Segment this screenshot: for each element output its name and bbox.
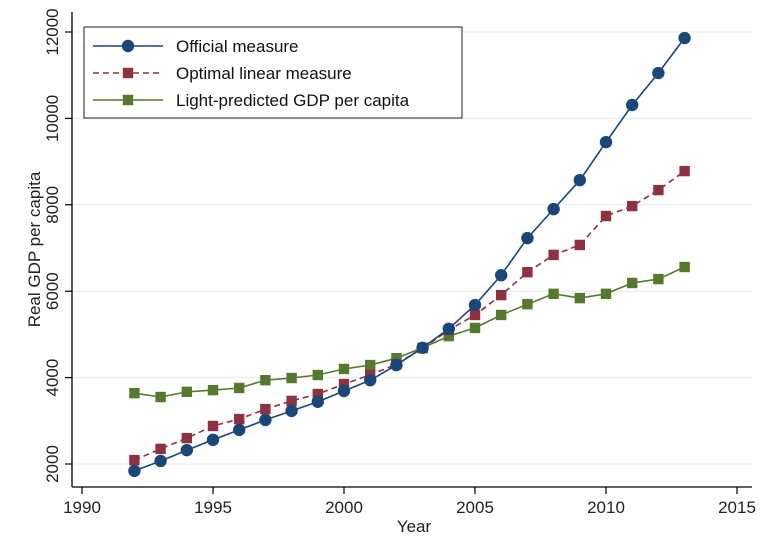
data-point: [180, 443, 193, 457]
data-point: [496, 289, 507, 301]
data-point: [338, 363, 350, 375]
x-tick-label: 2005: [456, 498, 494, 517]
data-point: [181, 432, 192, 444]
data-point: [653, 184, 664, 196]
data-point: [260, 403, 271, 415]
data-point: [443, 330, 454, 342]
legend-label: Optimal linear measure: [176, 64, 352, 83]
data-point: [495, 269, 508, 282]
data-point: [416, 341, 429, 354]
data-point: [679, 261, 690, 273]
data-point: [547, 202, 560, 216]
x-tick-label: 1990: [63, 498, 101, 517]
y-tick-label: 6000: [43, 272, 62, 310]
data-point: [468, 298, 482, 312]
y-tick-label: 4000: [43, 359, 62, 397]
series-2: [129, 261, 690, 403]
data-point: [234, 382, 245, 394]
data-point: [600, 288, 612, 299]
series-line: [134, 37, 686, 472]
legend-marker: [121, 39, 135, 53]
data-point: [286, 395, 297, 407]
data-point: [155, 443, 166, 455]
x-tick-label: 2010: [587, 498, 625, 517]
series-line: [134, 266, 685, 398]
data-point: [311, 395, 324, 408]
data-point: [234, 413, 245, 425]
series-0: [128, 31, 691, 478]
data-point: [365, 359, 376, 371]
data-point: [207, 384, 219, 396]
data-point: [522, 266, 533, 278]
data-point: [129, 454, 140, 466]
data-point: [181, 386, 192, 398]
legend-label: Official measure: [176, 37, 299, 56]
data-point: [312, 369, 323, 381]
y-tick-label: 2000: [43, 445, 62, 483]
data-point: [522, 298, 533, 310]
series-1: [129, 165, 690, 466]
legend-label: Light-predicted GDP per capita: [176, 91, 410, 110]
x-axis-ticks: 1990 1995 2000 2005 2010 2015: [63, 487, 756, 517]
data-point: [600, 210, 612, 222]
data-point: [496, 309, 507, 321]
data-point: [128, 464, 141, 478]
data-point: [391, 352, 402, 364]
data-point: [129, 387, 140, 399]
data-point: [653, 273, 664, 285]
data-point: [154, 454, 167, 468]
data-point: [574, 239, 585, 251]
axes: [71, 12, 752, 488]
data-point: [678, 31, 691, 45]
data-point: [548, 288, 559, 299]
y-tick-label: 12000: [43, 8, 62, 55]
data-point: [652, 66, 665, 80]
data-point: [573, 173, 586, 187]
data-point: [337, 384, 351, 398]
legend: Official measure Optimal linear measure Li…: [83, 26, 463, 119]
y-axis-title: Real GDP per capita: [25, 171, 44, 327]
x-tick-label: 2000: [325, 498, 363, 517]
data-point: [155, 391, 166, 403]
data-point: [469, 322, 481, 334]
data-point: [364, 373, 377, 387]
x-tick-label: 1995: [194, 498, 232, 517]
data-point: [521, 231, 534, 245]
data-point: [259, 413, 272, 427]
data-point: [469, 309, 481, 321]
data-point: [390, 358, 403, 372]
data-point: [260, 374, 271, 386]
data-point: [286, 372, 297, 384]
data-point: [206, 433, 220, 447]
data-point: [285, 404, 298, 418]
data-point: [233, 423, 246, 437]
data-point: [679, 165, 690, 177]
y-tick-label: 8000: [43, 186, 62, 224]
x-axis-title: Year: [397, 517, 432, 536]
data-point: [627, 277, 638, 289]
legend-item: Official measure: [93, 37, 299, 56]
x-tick-label: 2015: [718, 498, 756, 517]
data-point: [574, 292, 585, 304]
legend-item: Optimal linear measure: [93, 64, 352, 83]
y-axis-ticks: 2000 4000 6000 8000 10000 12000: [43, 8, 72, 483]
data-point: [626, 98, 639, 112]
data-point: [548, 249, 559, 261]
data-point: [627, 200, 638, 212]
y-tick-label: 10000: [43, 95, 62, 142]
legend-item: Light-predicted GDP per capita: [93, 91, 410, 110]
legend-marker: [122, 67, 134, 79]
legend-marker: [122, 94, 134, 106]
data-point: [207, 420, 219, 432]
data-point: [442, 322, 455, 335]
data-point: [338, 378, 350, 390]
data-point: [312, 388, 323, 400]
series-group: [128, 31, 691, 478]
data-point: [599, 135, 613, 149]
